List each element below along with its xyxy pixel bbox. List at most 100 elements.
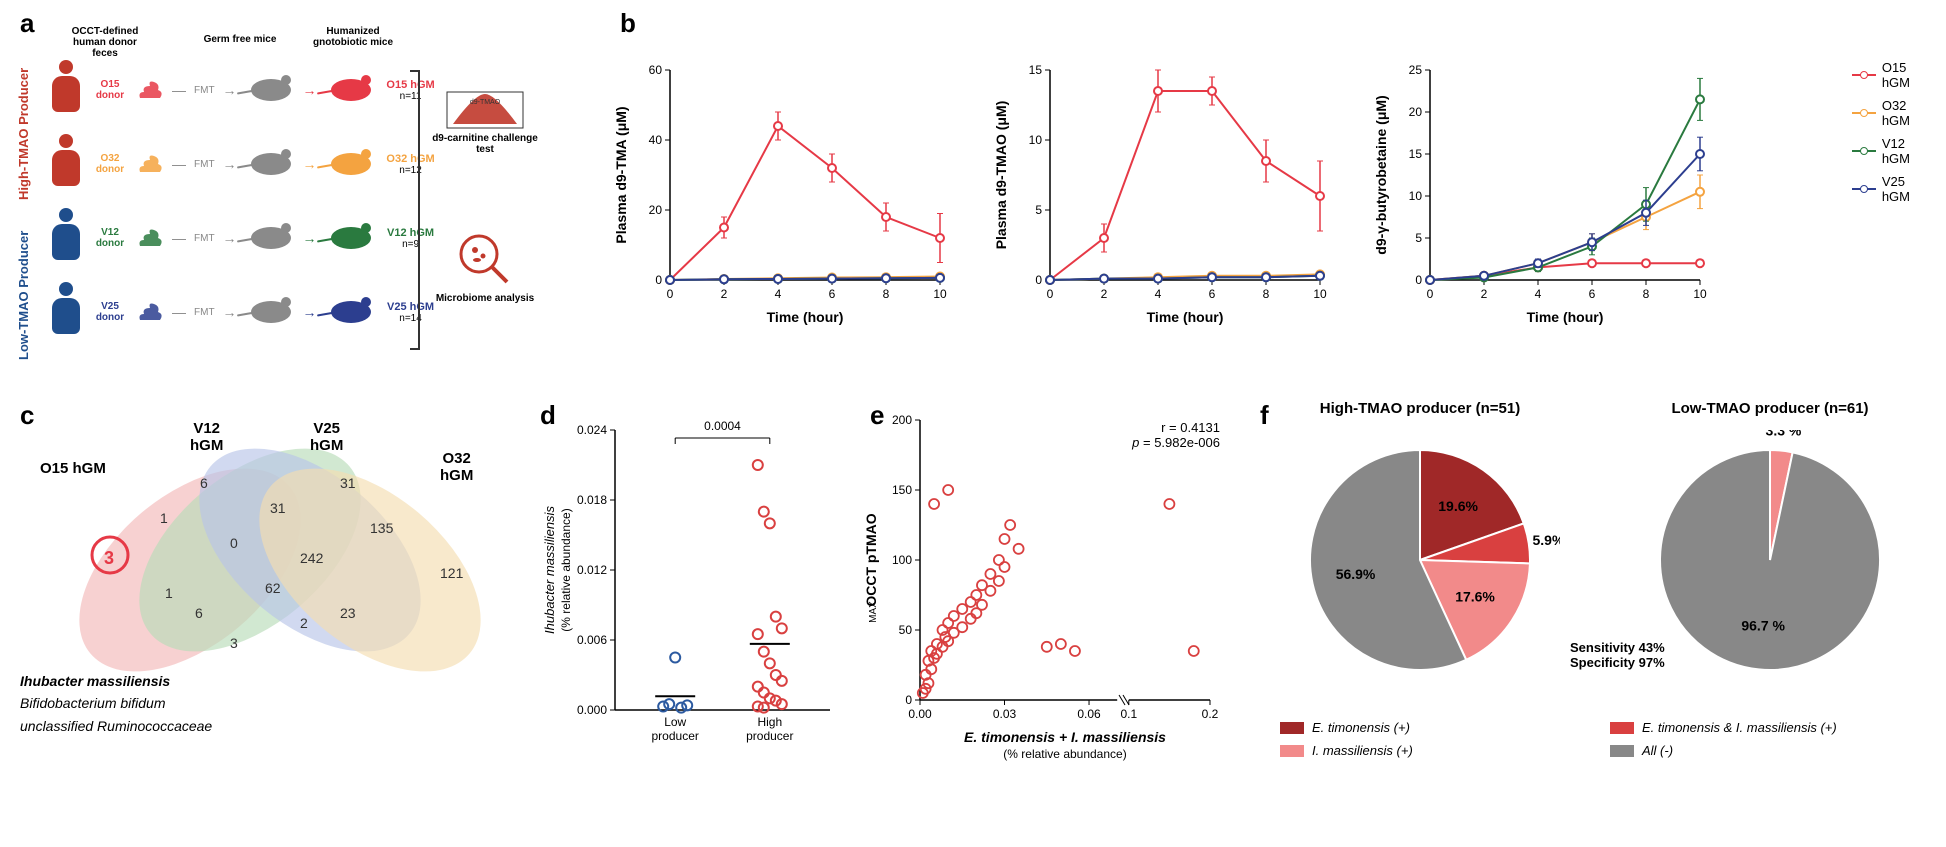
pie-title-low: Low-TMAO producer (n=61) — [1630, 400, 1910, 417]
svg-text:150: 150 — [892, 483, 912, 497]
svg-text:0: 0 — [655, 273, 662, 287]
sens-spec-text: Sensitivity 43%Specificity 97% — [1570, 640, 1665, 670]
pie-low-svg: 3.3 % 96.7 % — [1630, 430, 1910, 690]
panel-c-venn: O15 hGM V12hGM V25hGM O32hGM 3 6 31 121 … — [20, 390, 520, 810]
panel-f-legend: E. timonensis (+)E. timonensis & I. mass… — [1280, 720, 1920, 762]
svg-text:0.018: 0.018 — [577, 493, 607, 507]
svg-text:96.7 %: 96.7 % — [1741, 618, 1785, 634]
svg-text:15: 15 — [1409, 147, 1423, 161]
svg-text:Time (hour): Time (hour) — [1147, 309, 1224, 325]
svg-text:8: 8 — [1643, 287, 1650, 301]
svg-text:6: 6 — [1209, 287, 1216, 301]
svg-text:0.2: 0.2 — [1202, 707, 1219, 721]
svg-text:20: 20 — [649, 203, 663, 217]
svg-text:producer: producer — [746, 729, 793, 743]
venn-label-v25: V25hGM — [310, 420, 343, 454]
svg-text:10: 10 — [1029, 133, 1043, 147]
svg-text:20: 20 — [1409, 105, 1423, 119]
col-label-hgm: Humanizedgnotobiotic mice — [308, 26, 398, 48]
svg-text:2: 2 — [1101, 287, 1108, 301]
svg-text:0.012: 0.012 — [577, 563, 607, 577]
panel-d-svg: 0.0000.0060.0120.0180.0240.0004Lowproduc… — [540, 390, 840, 770]
svg-text:19.6%: 19.6% — [1438, 498, 1478, 514]
schematic-row: V12donor —FMT→ → V12 hGM n=9 — [48, 208, 439, 268]
panel-f-pies: High-TMAO producer (n=51) Low-TMAO produ… — [1250, 390, 1930, 810]
svg-text:10: 10 — [933, 287, 947, 301]
svg-text:2: 2 — [721, 287, 728, 301]
svg-text:200: 200 — [892, 413, 912, 427]
schematic-row: V25donor —FMT→ → V25 hGM n=14 — [48, 282, 439, 342]
svg-text:d9-γ-butyrobetaine (μM): d9-γ-butyrobetaine (μM) — [1373, 95, 1389, 254]
svg-text:0.03: 0.03 — [993, 707, 1017, 721]
venn-label-o15: O15 hGM — [40, 460, 106, 477]
svg-text:producer: producer — [652, 729, 699, 743]
svg-text:5: 5 — [1415, 231, 1422, 245]
svg-text:0.1: 0.1 — [1120, 707, 1137, 721]
low-tmao-label: Low-TMAO Producer — [16, 220, 31, 360]
svg-text:60: 60 — [649, 63, 663, 77]
col-label-gf: Germ free mice — [200, 34, 280, 45]
svg-text:6: 6 — [1589, 287, 1596, 301]
svg-text:Plasma d9-TMAO (μM): Plasma d9-TMAO (μM) — [993, 101, 1009, 250]
svg-text:0: 0 — [905, 693, 912, 707]
svg-text:4: 4 — [1155, 287, 1162, 301]
panel-d-scatter: 0.0000.0060.0120.0180.0240.0004Lowproduc… — [540, 390, 840, 810]
panel-b-legend: O15hGMO32hGMV12hGMV25hGM — [1852, 60, 1910, 212]
svg-text:0.006: 0.006 — [577, 633, 607, 647]
panel-e-stats: r = 0.4131 p = 5.982e-006 — [1132, 420, 1220, 450]
svg-text:6: 6 — [829, 287, 836, 301]
svg-text:Plasma d9-TMA (μM): Plasma d9-TMA (μM) — [613, 106, 629, 243]
venn-label-o32: O32hGM — [440, 450, 473, 484]
svg-text:40: 40 — [649, 133, 663, 147]
svg-text:0.024: 0.024 — [577, 423, 607, 437]
svg-text:0: 0 — [667, 287, 674, 301]
col-label-donor: OCCT-definedhuman donor feces — [60, 26, 150, 59]
svg-text:5: 5 — [1035, 203, 1042, 217]
pie-high-svg: 19.6% 5.9% 17.6% 56.9% — [1280, 430, 1560, 690]
bracket-icon — [410, 70, 420, 350]
svg-text:50: 50 — [899, 623, 913, 637]
svg-text:56.9%: 56.9% — [1336, 566, 1376, 582]
venn-label-v12: V12hGM — [190, 420, 223, 454]
svg-text:OCCT pTMAO: OCCT pTMAO — [863, 513, 879, 606]
svg-text:10: 10 — [1693, 287, 1707, 301]
svg-text:MAX: MAX — [868, 601, 879, 623]
svg-text:0.0004: 0.0004 — [704, 419, 741, 433]
svg-text:0: 0 — [1415, 273, 1422, 287]
svg-text:Time (hour): Time (hour) — [767, 309, 844, 325]
svg-text:Ihubacter massiliensis: Ihubacter massiliensis — [542, 506, 557, 634]
svg-text:8: 8 — [1263, 287, 1270, 301]
svg-text:Time (hour): Time (hour) — [1527, 309, 1604, 325]
assay-microbiome: Microbiome analysis — [430, 230, 540, 304]
svg-text:2: 2 — [1481, 287, 1488, 301]
svg-text:0: 0 — [1047, 287, 1054, 301]
panel-a-schematic: High-TMAO Producer Low-TMAO Producer OCC… — [20, 20, 560, 360]
svg-text:25: 25 — [1409, 63, 1423, 77]
pie-title-high: High-TMAO producer (n=51) — [1280, 400, 1560, 417]
assay-curve: d9-TMAO d9-carnitine challenge test — [430, 90, 540, 155]
svg-text:0.06: 0.06 — [1077, 707, 1101, 721]
svg-text:17.6%: 17.6% — [1455, 588, 1495, 604]
svg-text:10: 10 — [1409, 189, 1423, 203]
svg-text:0.00: 0.00 — [908, 707, 932, 721]
svg-text:Low: Low — [664, 715, 686, 729]
svg-text:10: 10 — [1313, 287, 1327, 301]
svg-text:d9-TMAO: d9-TMAO — [470, 99, 501, 106]
schematic-row: O15donor —FMT→ → O15 hGM n=11 — [48, 60, 439, 120]
svg-text:0: 0 — [1427, 287, 1434, 301]
svg-text:3.3 %: 3.3 % — [1766, 430, 1802, 439]
svg-text:8: 8 — [883, 287, 890, 301]
svg-text:E. timonensis + I. massiliensi: E. timonensis + I. massiliensis — [964, 729, 1166, 745]
svg-text:4: 4 — [1535, 287, 1542, 301]
svg-text:High: High — [757, 715, 782, 729]
panel-b-charts: 02040600246810Time (hour)Plasma d9-TMA (… — [580, 20, 1920, 360]
svg-text:(% relative abundance): (% relative abundance) — [559, 508, 573, 631]
high-tmao-label: High-TMAO Producer — [16, 60, 31, 200]
schematic-row: O32donor —FMT→ → O32 hGM n=12 — [48, 134, 439, 194]
species-list: Ihubacter massiliensis Bifidobacterium b… — [20, 670, 212, 737]
panel-e-scatter: 0501001502000.000.030.060.10.2OCCT pTMAO… — [860, 390, 1230, 810]
svg-text:15: 15 — [1029, 63, 1043, 77]
svg-text:4: 4 — [775, 287, 782, 301]
svg-text:0.000: 0.000 — [577, 703, 607, 717]
svg-text:5.9%: 5.9% — [1533, 532, 1560, 548]
